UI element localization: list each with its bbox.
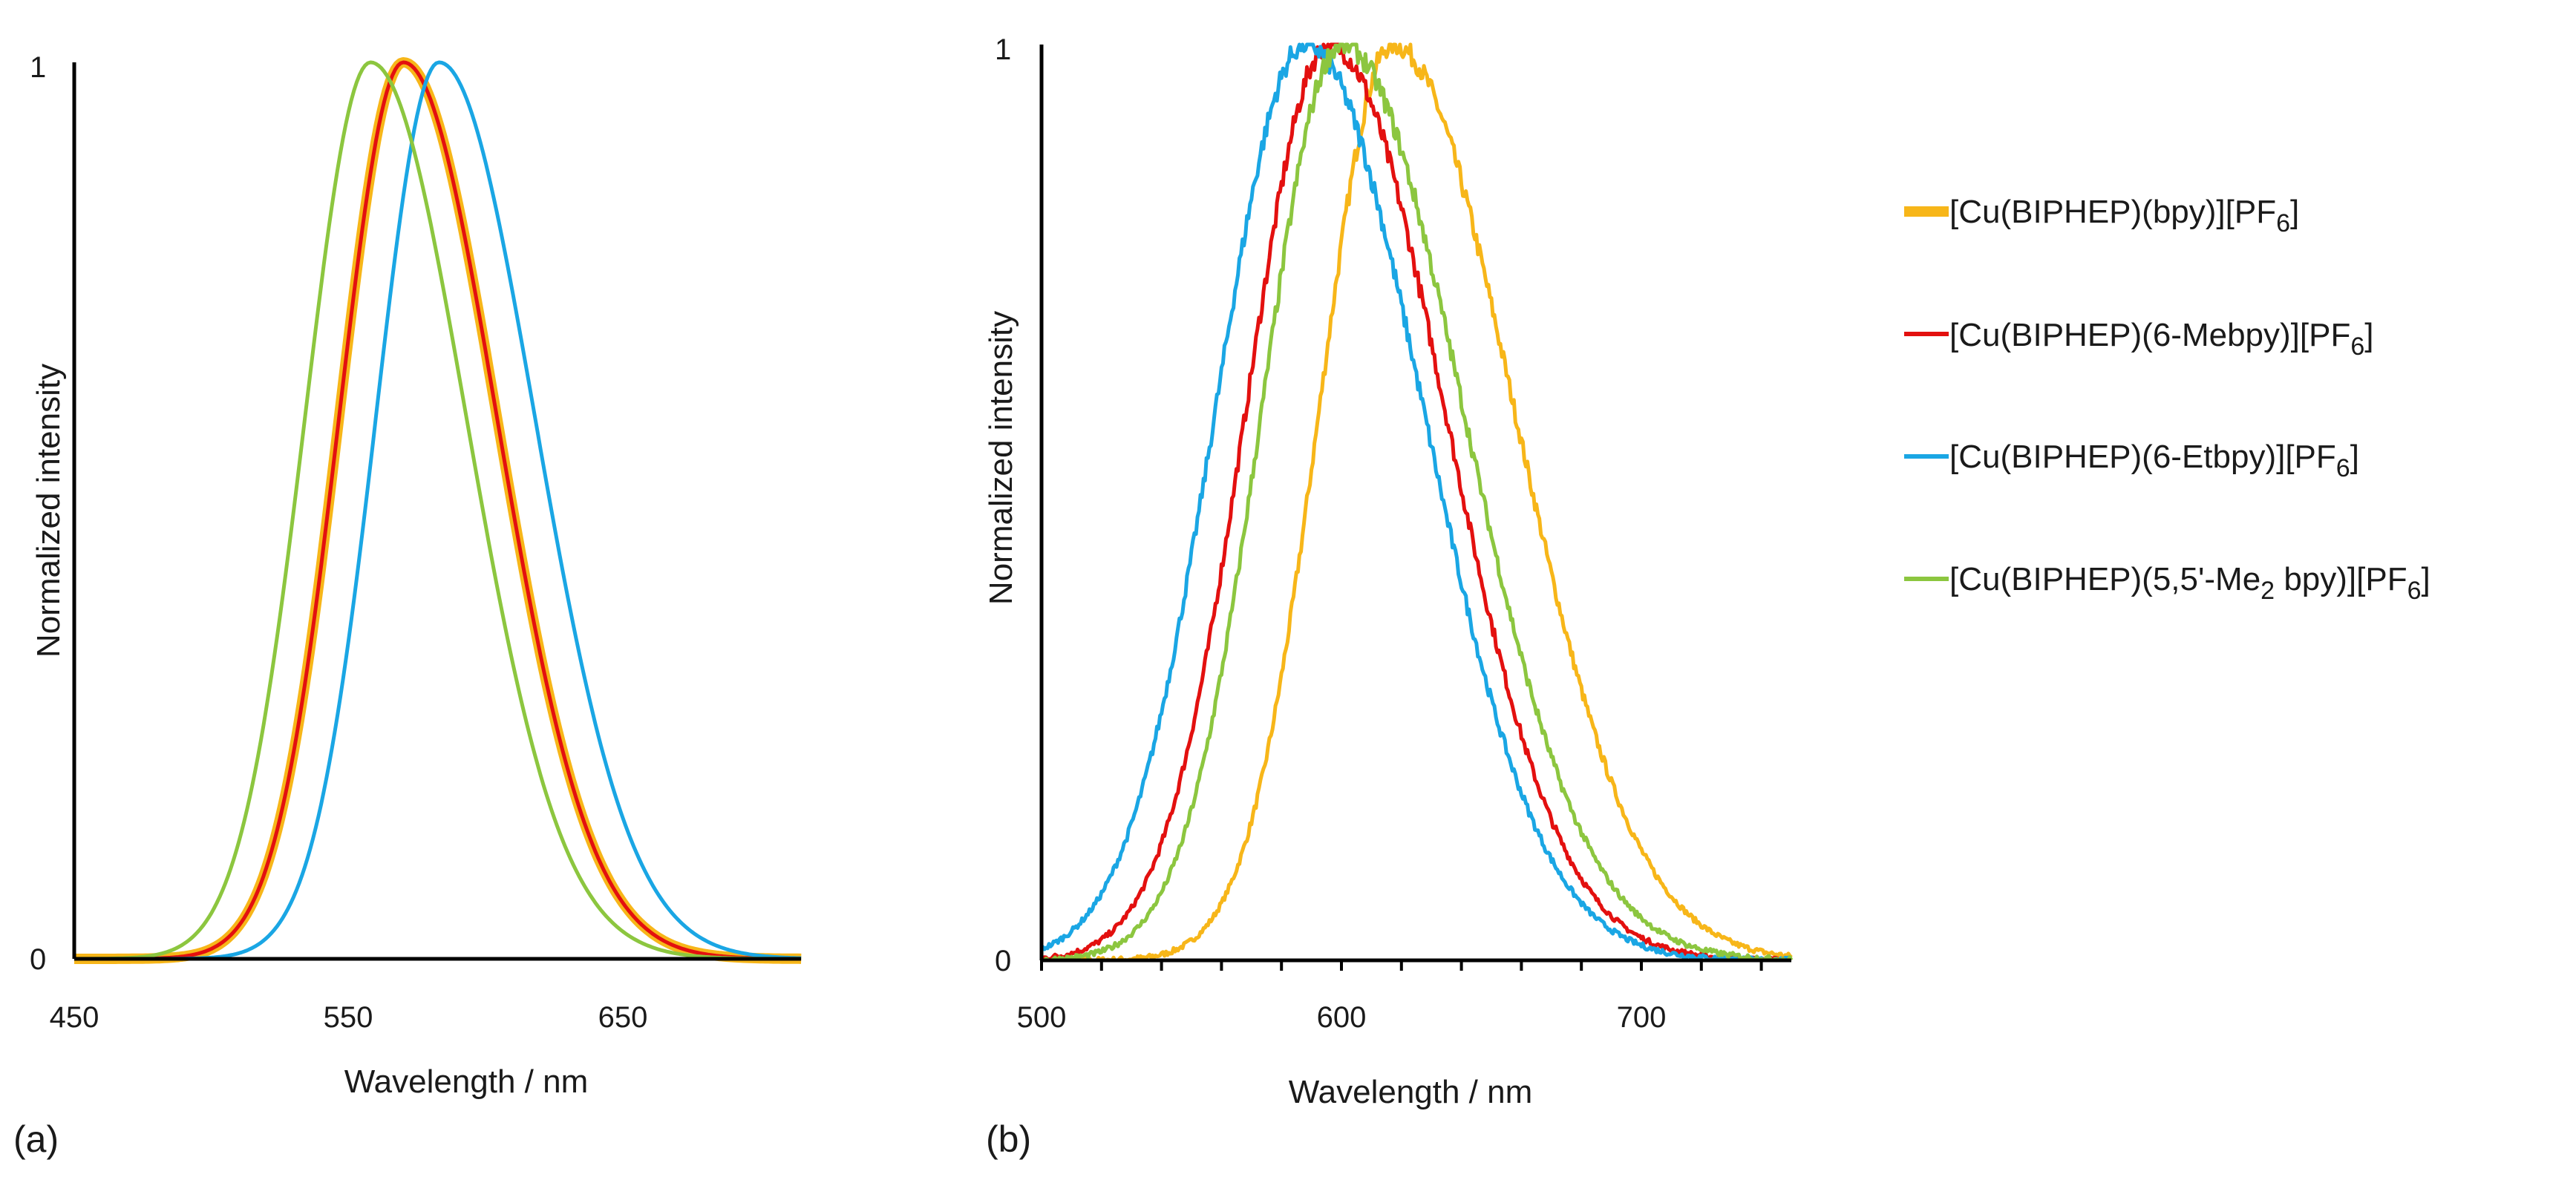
panel-b-x-axis-label: Wavelength / nm	[1289, 1074, 1533, 1110]
panel-b-series-6-etbpy	[1041, 42, 1792, 963]
legend-item-bpy: [Cu(BIPHEP)(bpy)][PF6]	[1904, 194, 2299, 237]
legend-label-6-etbpy: [Cu(BIPHEP)(6-Etbpy)][PF6]	[1949, 439, 2359, 482]
panel-a-xtick-550: 550	[324, 1001, 373, 1034]
panel-a-series-6-mebpy	[74, 60, 802, 961]
panel-b-ytick-0: 0	[995, 945, 1011, 977]
panel-a-ytick-1: 1	[30, 51, 46, 84]
panel-b-ytick-1: 1	[995, 33, 1011, 66]
panel-a-chart: 1 0 450 550 650 Wavelength / nm Normaliz…	[13, 51, 804, 1160]
panel-b-minor-ticks	[1040, 960, 1763, 971]
legend-item-6-etbpy: [Cu(BIPHEP)(6-Etbpy)][PF6]	[1904, 439, 2359, 482]
panel-b-y-axis-label: Normalized intensity	[983, 311, 1019, 605]
panel-a-x-axis-label: Wavelength / nm	[344, 1063, 589, 1100]
panel-b-series	[1039, 42, 1794, 963]
panel-b-series-55-me2bpy	[1041, 42, 1794, 963]
panel-a-label: (a)	[13, 1118, 59, 1160]
panel-b-chart: 1 0 500 600 700 Wavelength / nm Normaliz…	[983, 33, 1794, 1160]
panel-b-xtick-500: 500	[1017, 1001, 1067, 1034]
panel-b-xtick-700: 700	[1617, 1001, 1667, 1034]
panel-b-xtick-600: 600	[1317, 1001, 1367, 1034]
legend-label-55-me2bpy: [Cu(BIPHEP)(5,5'-Me2 bpy)][PF6]	[1949, 561, 2430, 605]
legend-item-55-me2bpy: [Cu(BIPHEP)(5,5'-Me2 bpy)][PF6]	[1904, 561, 2430, 605]
panel-a-series-55-me2bpy	[74, 60, 802, 961]
panel-a-xtick-450: 450	[50, 1001, 99, 1034]
panel-b-series-6-mebpy	[1041, 42, 1793, 963]
panel-a-ytick-0: 0	[30, 943, 46, 976]
panel-b-label: (b)	[986, 1118, 1031, 1160]
legend: [Cu(BIPHEP)(bpy)][PF6] [Cu(BIPHEP)(6-Meb…	[1904, 194, 2430, 605]
panel-a-xtick-650: 650	[598, 1001, 648, 1034]
legend-label-6-mebpy: [Cu(BIPHEP)(6-Mebpy)][PF6]	[1949, 317, 2374, 361]
legend-label-bpy: [Cu(BIPHEP)(bpy)][PF6]	[1949, 194, 2299, 237]
panel-b-series-bpy	[1039, 42, 1793, 963]
legend-item-6-mebpy: [Cu(BIPHEP)(6-Mebpy)][PF6]	[1904, 317, 2374, 361]
panel-a-y-axis-label: Normalized intensity	[30, 364, 67, 658]
